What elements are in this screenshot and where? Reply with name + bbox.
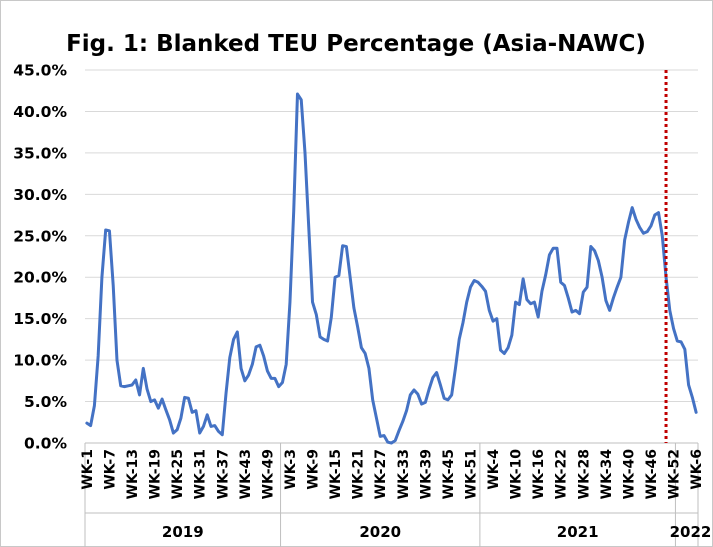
y-tick-label: 5.0% — [24, 393, 67, 411]
x-tick-label: WK-22 — [554, 449, 570, 499]
x-axis-ticks: WK-1 WK-7 WK-13 WK-19 WK-25 WK-31 WK-37 WK-43 WK… — [80, 449, 705, 500]
x-tick-label: WK-27 — [373, 449, 389, 499]
chart-title: Fig. 1: Blanked TEU Percentage (Asia-NAW… — [66, 31, 646, 57]
y-axis-ticks: 0.0% 5.0% 10.0% 15.0% 20.0% 25.0% 30.0% 35.0% 40… — [13, 62, 67, 453]
x-tick-label: WK-40 — [621, 449, 637, 500]
year-label: 2022 — [670, 523, 712, 541]
year-label: 2020 — [359, 523, 401, 541]
year-label: 2019 — [162, 523, 204, 541]
x-tick-label: WK-37 — [215, 449, 231, 499]
y-tick-label: 25.0% — [13, 227, 67, 245]
x-tick-label: WK-15 — [328, 449, 344, 499]
x-tick-label: WK-31 — [193, 449, 209, 499]
y-tick-label: 40.0% — [13, 103, 67, 121]
year-label: 2021 — [557, 523, 599, 541]
x-tick-label: WK-43 — [238, 449, 254, 499]
y-tick-label: 0.0% — [24, 435, 67, 453]
x-tick-label: WK-21 — [351, 449, 367, 499]
x-tick-label: WK-9 — [306, 449, 322, 490]
x-tick-label: WK-6 — [689, 449, 705, 490]
x-tick-label: WK-13 — [125, 449, 141, 499]
y-tick-label: 35.0% — [13, 144, 67, 162]
y-tick-label: 45.0% — [13, 62, 67, 80]
y-tick-label: 20.0% — [13, 269, 67, 287]
x-tick-label: WK-1 — [80, 449, 96, 490]
x-tick-label: WK-52 — [667, 449, 683, 499]
x-tick-label: WK-19 — [148, 449, 164, 499]
x-tick-label: WK-7 — [102, 449, 118, 490]
x-tick-label: WK-49 — [260, 449, 276, 499]
x-tick-label: WK-51 — [463, 449, 479, 499]
year-groups: 2019 2020 2021 2022 — [162, 523, 711, 541]
series-line — [85, 92, 698, 445]
x-tick-label: WK-25 — [170, 449, 186, 499]
x-tick-label: WK-4 — [486, 449, 502, 490]
x-tick-label: WK-3 — [283, 449, 299, 490]
x-tick-label: WK-46 — [644, 449, 660, 499]
x-tick-label: WK-28 — [576, 449, 592, 499]
y-tick-label: 30.0% — [13, 186, 67, 204]
x-tick-label: WK-34 — [599, 449, 615, 500]
y-tick-label: 15.0% — [13, 310, 67, 328]
x-tick-label: WK-45 — [441, 449, 457, 499]
gridlines — [85, 69, 698, 403]
x-tick-label: WK-33 — [396, 449, 412, 499]
x-tick-label: WK-39 — [418, 449, 434, 499]
x-tick-label: WK-16 — [531, 449, 547, 499]
y-tick-label: 10.0% — [13, 352, 67, 370]
x-tick-label: WK-10 — [509, 449, 525, 500]
